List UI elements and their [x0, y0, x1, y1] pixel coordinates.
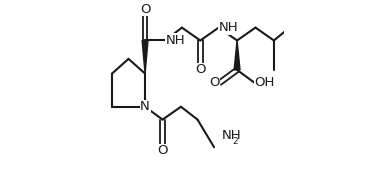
Text: O: O [157, 144, 168, 157]
Polygon shape [234, 40, 240, 70]
Text: NH: NH [218, 21, 238, 34]
Text: OH: OH [255, 76, 275, 89]
Text: O: O [209, 76, 220, 89]
Text: 2: 2 [233, 137, 238, 146]
Text: O: O [140, 3, 150, 16]
Polygon shape [142, 40, 148, 74]
Text: NH: NH [166, 34, 185, 47]
Text: N: N [140, 100, 150, 113]
Text: NH: NH [222, 129, 241, 142]
Text: O: O [195, 63, 205, 76]
